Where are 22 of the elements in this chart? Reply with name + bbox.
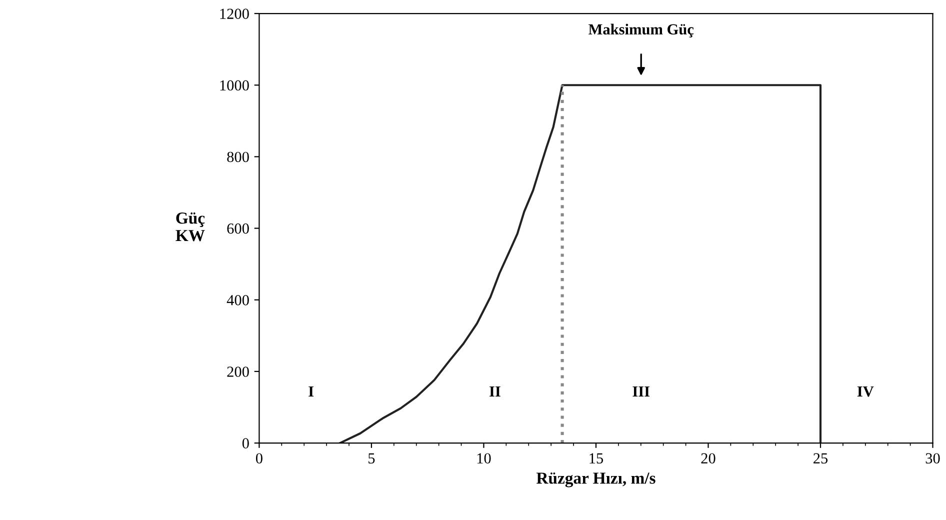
y-tick-label: 200 — [227, 366, 249, 377]
annotation: IV — [857, 386, 874, 397]
annotation: Maksimum Güç — [588, 24, 694, 38]
x-tick-label: 25 — [814, 453, 828, 464]
annotation: III — [632, 386, 650, 396]
x-tick-label: 0 — [256, 453, 262, 464]
y-tick-label: 600 — [227, 223, 249, 234]
y-tick-label: 400 — [226, 295, 249, 306]
x-tick-label: 5 — [368, 453, 375, 464]
annotation: II — [490, 386, 500, 396]
y-tick-label: 0 — [242, 438, 249, 448]
x-tick-label: 20 — [701, 453, 716, 464]
x-tick-label: 30 — [926, 453, 940, 464]
x-tick-label: 15 — [590, 453, 604, 464]
x-tick-label: 10 — [477, 453, 491, 464]
x-axis-title: Rüzgar Hızı, m/s — [536, 472, 656, 488]
y-axis-title: Güç KW — [176, 212, 205, 242]
y-tick-label: 800 — [227, 152, 249, 162]
annotation: I — [308, 386, 314, 396]
y-tick-label: 1200 — [220, 8, 249, 19]
y-tick-label: 1000 — [220, 80, 249, 91]
line-series — [338, 84, 822, 444]
